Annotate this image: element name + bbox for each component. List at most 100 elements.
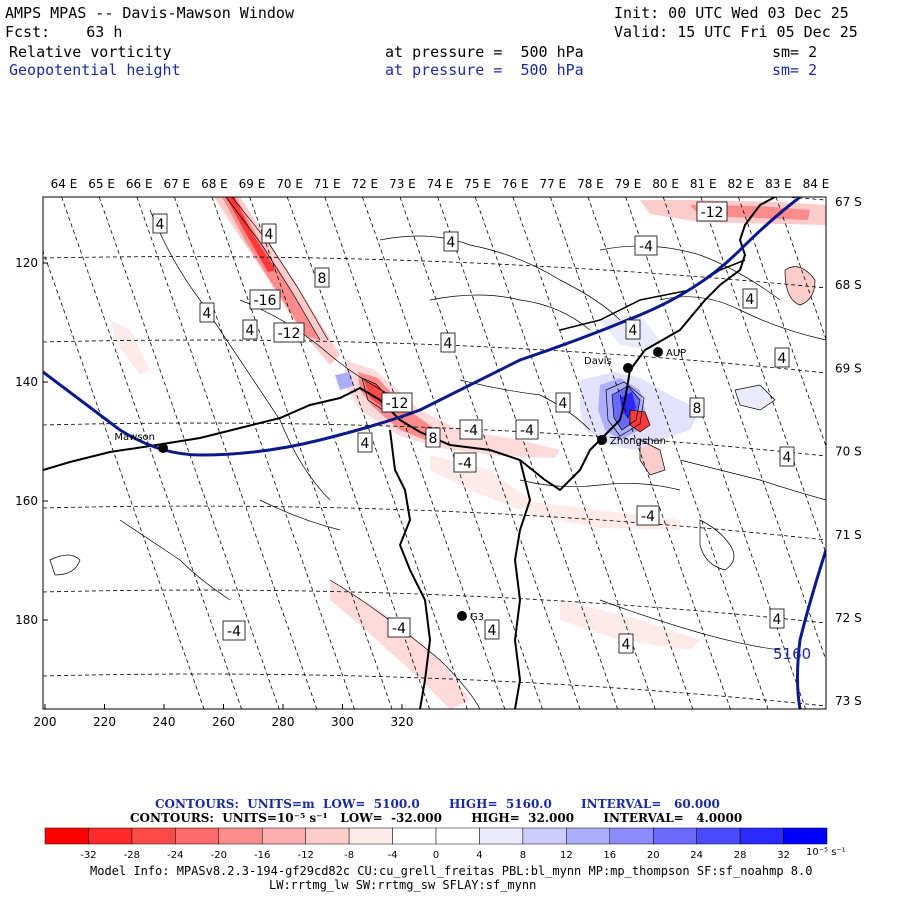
lat-label: 69 S — [835, 361, 862, 375]
colorbar-tick: 8 — [520, 850, 526, 861]
colorbar-box — [566, 827, 611, 845]
svg-text:4: 4 — [622, 637, 631, 653]
svg-text:4: 4 — [773, 612, 782, 628]
colorbar-box — [479, 827, 524, 845]
contour-label: -12 — [696, 201, 728, 222]
lon-label: 64 E — [51, 177, 78, 191]
station-g3: G3 — [457, 611, 484, 623]
contour-label: -4 — [636, 505, 660, 526]
station-mawson: Mawson — [114, 432, 168, 453]
contour-label: 4 — [484, 619, 500, 640]
colorbar-units: 10⁻⁵ s⁻¹ — [806, 847, 846, 858]
contour-label: 4 — [357, 432, 373, 453]
field2-pressure: at pressure = 500 hPa — [385, 61, 584, 79]
y-axis-ticks: 120 140 160 180 — [15, 256, 48, 627]
lon-label: 76 E — [502, 177, 529, 191]
field1-name: Relative vorticity — [9, 43, 172, 61]
colorbar-box — [305, 827, 350, 845]
svg-text:4: 4 — [447, 235, 456, 251]
colorbar-tick: -12 — [297, 850, 313, 861]
colorbar-tick: 16 — [603, 850, 616, 861]
colorbar-box — [88, 827, 133, 845]
colorbar-tick: -20 — [211, 850, 227, 861]
lon-label: 66 E — [126, 177, 153, 191]
colorbar-tick: -24 — [167, 850, 183, 861]
svg-text:-4: -4 — [392, 621, 406, 637]
contour-label: -16 — [249, 289, 281, 310]
longitude-labels: 64 E 65 E 66 E 67 E 68 E 69 E 70 E 71 E 72 E 73 E… — [51, 177, 830, 191]
lon-label: 78 E — [577, 177, 604, 191]
contour-label: -4 — [453, 452, 477, 473]
svg-text:G3: G3 — [470, 612, 484, 623]
svg-text:4: 4 — [203, 306, 212, 322]
colorbar-tick: 24 — [690, 850, 703, 861]
colorbar-box — [392, 827, 437, 845]
vorticity-contours — [49, 197, 826, 709]
x-tick-label: 200 — [34, 715, 57, 729]
map-plot-area: 4 4 8 -16 4 4 -12 4 -4 -12 4 4 4 4 -12 4 8 4 8 -4 -4 -4 4 -4 -4 -… — [43, 197, 826, 709]
colorbar-tick: 20 — [647, 850, 660, 861]
svg-text:4: 4 — [778, 351, 787, 367]
contour-label: 4 — [440, 332, 456, 353]
svg-text:Zhongshan: Zhongshan — [610, 436, 666, 447]
contour-label: -4 — [515, 419, 539, 440]
field2-name: Geopotential height — [9, 61, 181, 79]
contour-label: -12 — [273, 322, 305, 343]
colorbar-tick: 32 — [777, 850, 790, 861]
colorbar-boxes — [44, 827, 828, 845]
contour-label: 8 — [689, 397, 705, 418]
station-davis: Davis — [584, 356, 633, 373]
lat-label: 68 S — [835, 278, 862, 292]
colorbar-box — [522, 827, 567, 845]
svg-text:-4: -4 — [227, 624, 241, 640]
svg-text:4: 4 — [265, 227, 274, 243]
lon-label: 72 E — [351, 177, 378, 191]
colorbar-box — [218, 827, 263, 845]
contour-label: 8 — [425, 427, 441, 448]
x-tick-label: 280 — [272, 715, 295, 729]
y-tick-label: 180 — [15, 613, 38, 627]
colorbar: -32 -28 -24 -20 -16 -12 -8 -4 0 4 8 12 16 20 24 28 32 10… — [44, 827, 846, 861]
model-info-physics: LW:rrtmg_lw SW:rrtmg_sw SFLAY:sf_mynn — [269, 878, 537, 892]
lon-label: 74 E — [427, 177, 454, 191]
contour-label: -4 — [387, 617, 411, 638]
x-tick-label: 240 — [153, 715, 176, 729]
svg-text:-4: -4 — [639, 239, 653, 255]
y-tick-label: 120 — [15, 256, 38, 270]
valid-time: Valid: 15 UTC Fri 05 Dec 25 — [614, 23, 858, 41]
y-tick-label: 140 — [15, 375, 38, 389]
x-tick-label: 300 — [331, 715, 354, 729]
colorbar-box — [739, 827, 784, 845]
colorbar-box — [696, 827, 741, 845]
svg-text:4: 4 — [488, 623, 497, 639]
svg-text:Davis: Davis — [584, 356, 612, 367]
colorbar-box — [652, 827, 697, 845]
x-tick-label: 220 — [93, 715, 116, 729]
ice-divide — [389, 429, 432, 709]
svg-text:4: 4 — [444, 336, 453, 352]
contour-label: 4 — [769, 608, 785, 629]
x-tick-label: 260 — [212, 715, 235, 729]
contour-label: 4 — [555, 392, 571, 413]
svg-text:AUP: AUP — [666, 348, 686, 359]
x-axis-ticks: 200 220 240 260 280 300 320 — [34, 704, 413, 729]
contour-label: -4 — [634, 235, 658, 256]
height-contours-info: CONTOURS: UNITS=m LOW= 5100.0 HIGH= 5160… — [155, 797, 720, 811]
lon-label: 71 E — [314, 177, 341, 191]
svg-text:8: 8 — [318, 271, 327, 287]
colorbar-tick: 0 — [433, 850, 439, 861]
lon-label: 81 E — [690, 177, 717, 191]
ice-boundary — [513, 459, 532, 709]
lon-label: 83 E — [765, 177, 792, 191]
svg-text:4: 4 — [559, 396, 568, 412]
lon-label: 67 E — [163, 177, 190, 191]
coastline — [43, 197, 776, 492]
svg-text:-12: -12 — [701, 205, 724, 221]
svg-text:4: 4 — [783, 450, 792, 466]
svg-text:-4: -4 — [458, 456, 472, 472]
colorbar-box — [175, 827, 220, 845]
svg-text:-12: -12 — [278, 326, 301, 342]
svg-text:8: 8 — [429, 431, 438, 447]
field1-pressure: at pressure = 500 hPa — [385, 43, 584, 61]
